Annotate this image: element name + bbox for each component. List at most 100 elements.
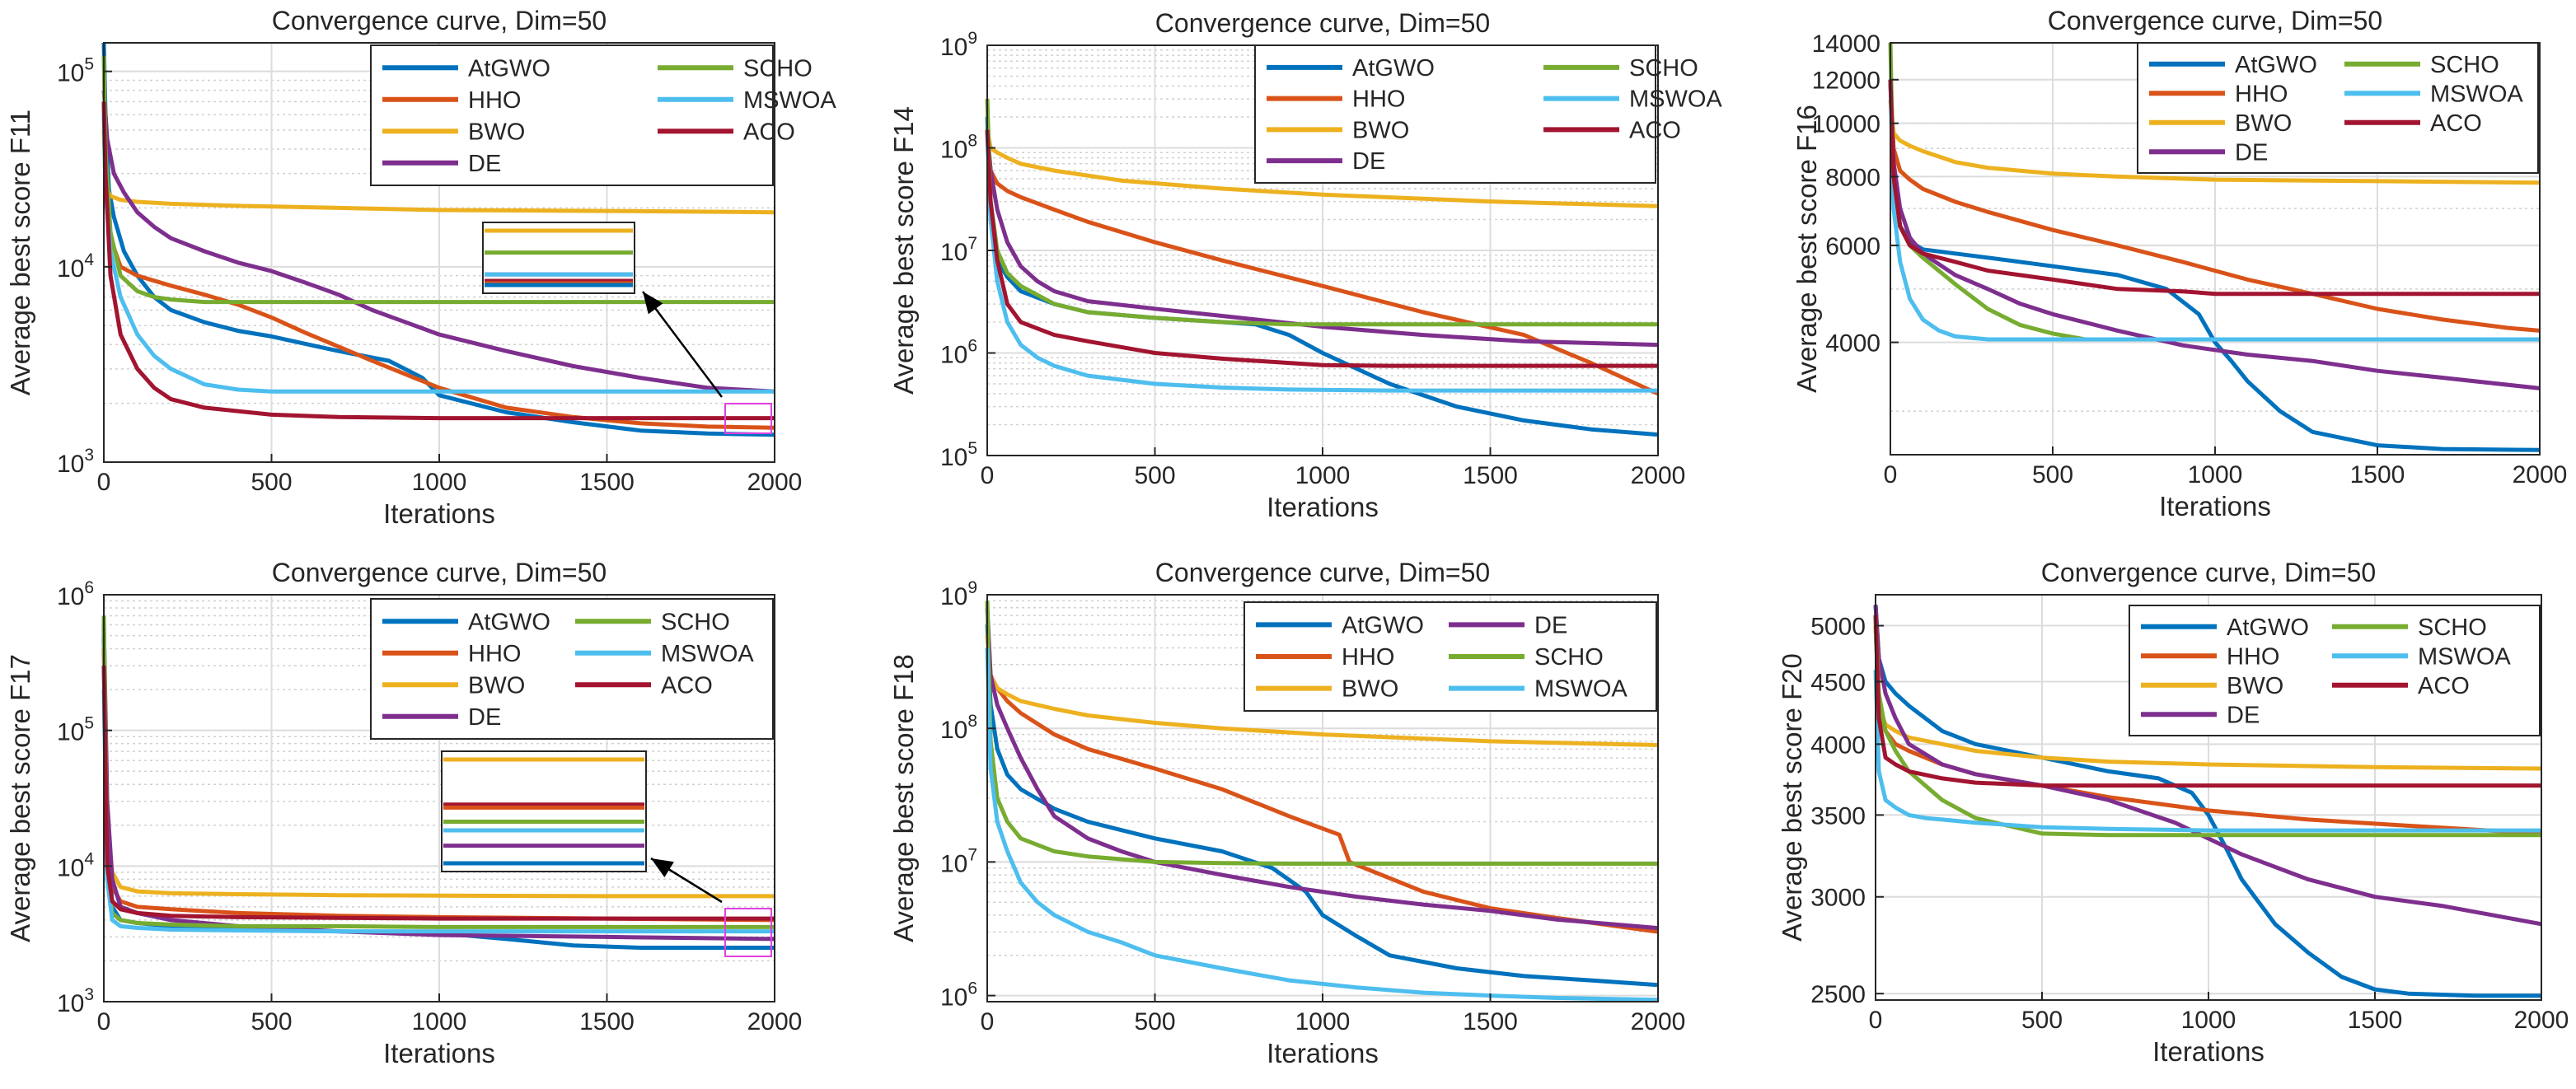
y-axis-label: Average best score F16	[1791, 105, 1822, 393]
series-line-de	[101, 90, 775, 394]
series-line-mswoa	[101, 689, 775, 934]
legend-label-aco: ACO	[1629, 117, 1681, 143]
chart-title: Convergence curve, Dim=50	[272, 6, 607, 35]
x-tick-label: 2000	[1631, 462, 1686, 489]
y-tick-label: 104	[57, 849, 94, 881]
series-line-mswoa	[985, 129, 1658, 393]
x-axis-label: Iterations	[383, 1038, 495, 1068]
legend-label-mswoa: MSWOA	[2418, 643, 2511, 670]
y-tick-label: 103	[57, 446, 94, 478]
series-line-atgwo	[985, 624, 1659, 988]
y-axis-label: Average best score F14	[888, 106, 919, 395]
legend-label-atgwo: AtGWO	[2235, 52, 2317, 78]
x-tick-label: 2000	[2514, 1007, 2569, 1034]
legend-label-scho: SCHO	[2430, 52, 2499, 78]
y-tick-label: 105	[940, 439, 977, 471]
x-tick-label: 500	[2032, 461, 2073, 488]
legend-label-bwo: BWO	[1352, 117, 1409, 143]
series-line-mswoa	[985, 647, 1659, 1003]
legend-label-bwo: BWO	[468, 672, 525, 699]
x-tick-label: 1000	[1295, 1008, 1351, 1035]
legend-label-scho: SCHO	[743, 55, 813, 82]
x-axis-label: Iterations	[383, 498, 495, 529]
series-line-aco	[101, 101, 775, 421]
legend-label-atgwo: AtGWO	[1342, 612, 1424, 638]
y-tick-label: 4000	[1810, 731, 1866, 759]
series-line-de	[985, 607, 1659, 931]
zoom-arrow-head	[651, 858, 674, 878]
series-group	[101, 615, 775, 950]
y-tick-label: 104	[57, 250, 94, 283]
x-axis-label: Iterations	[2152, 1036, 2265, 1067]
zoom-arrow-shaft	[642, 291, 723, 398]
legend-label-mswoa: MSWOA	[1534, 676, 1628, 703]
y-tick-label: 6000	[1825, 233, 1880, 260]
legend-label-de: DE	[468, 151, 501, 177]
y-tick-label: 10000	[1812, 111, 1880, 138]
series-line-aco	[1888, 79, 2540, 297]
x-tick-label: 1000	[2188, 461, 2243, 488]
legend-label-aco: ACO	[661, 672, 713, 699]
y-tick-label: 107	[940, 234, 977, 266]
legend-label-de: DE	[1352, 148, 1385, 175]
y-tick-label: 106	[57, 578, 94, 610]
series-line-scho	[1873, 615, 2541, 838]
series-line-hho	[1888, 79, 2541, 333]
series-line-bwo	[1888, 100, 2541, 185]
legend-label-bwo: BWO	[468, 119, 525, 145]
series-line-hho	[985, 129, 1660, 396]
series-group	[1873, 605, 2542, 998]
legend-label-atgwo: AtGWO	[468, 55, 550, 82]
x-tick-label: 0	[1869, 1007, 1883, 1034]
x-tick-label: 500	[2021, 1007, 2063, 1034]
y-tick-label: 105	[57, 714, 94, 746]
x-tick-label: 2000	[747, 469, 803, 496]
legend-label-hho: HHO	[1352, 86, 1405, 113]
zoom-inset	[482, 222, 772, 434]
zoom-region-box	[724, 908, 772, 957]
x-tick-label: 500	[1134, 462, 1175, 489]
series-line-scho	[985, 601, 1658, 866]
legend-label-atgwo: AtGWO	[1352, 55, 1435, 82]
y-axis-label: Average best score F20	[1777, 653, 1807, 942]
x-axis-label: Iterations	[1267, 492, 1379, 522]
chart-panel-1: 0 500 1000 1500 2000 105 106 107 108 109 Convergen…	[888, 8, 1722, 522]
chart-title: Convergence curve, Dim=50	[1155, 558, 1490, 587]
x-tick-label: 1500	[1463, 462, 1518, 489]
chart-panel-4: 0 500 1000 1500 2000 106 107 108 109 Convergence …	[888, 558, 1685, 1068]
y-tick-label: 106	[940, 979, 977, 1012]
y-axis-label: Average best score F18	[888, 654, 919, 942]
x-tick-label: 0	[97, 469, 111, 496]
y-tick-label: 105	[57, 55, 94, 87]
y-tick-label: 3000	[1810, 885, 1866, 912]
legend-label-de: DE	[2235, 139, 2268, 166]
x-tick-label: 0	[1884, 461, 1898, 488]
y-tick-label: 108	[940, 132, 977, 164]
legend-label-hho: HHO	[468, 641, 521, 667]
x-tick-label: 1500	[579, 469, 635, 496]
legend-label-mswoa: MSWOA	[2430, 81, 2523, 107]
y-tick-label: 107	[940, 845, 977, 877]
y-tick-label: 12000	[1812, 68, 1880, 95]
y-axis-label: Average best score F17	[5, 654, 35, 942]
series-group	[101, 42, 775, 437]
legend-label-de: DE	[1534, 612, 1567, 638]
series-line-mswoa	[1873, 670, 2541, 833]
x-tick-label: 2000	[747, 1008, 803, 1035]
y-tick-label: 2500	[1810, 981, 1866, 1008]
y-tick-label: 4500	[1810, 669, 1866, 696]
y-tick-label: 109	[940, 29, 977, 61]
zoom-inset-box	[441, 750, 647, 872]
zoom-arrow-head	[643, 292, 663, 315]
chart-panel-5: 0 500 1000 1500 2000 2500 3000 3500 4000 4500 5000…	[1777, 558, 2569, 1067]
x-tick-label: 1000	[412, 1008, 467, 1035]
chart-panel-0: 0 500 1000 1500 2000 103 104 105 Convergence cur…	[5, 6, 836, 529]
series-line-atgwo	[1873, 605, 2541, 998]
zoom-region-box	[724, 403, 772, 434]
x-tick-label: 0	[981, 1008, 995, 1035]
